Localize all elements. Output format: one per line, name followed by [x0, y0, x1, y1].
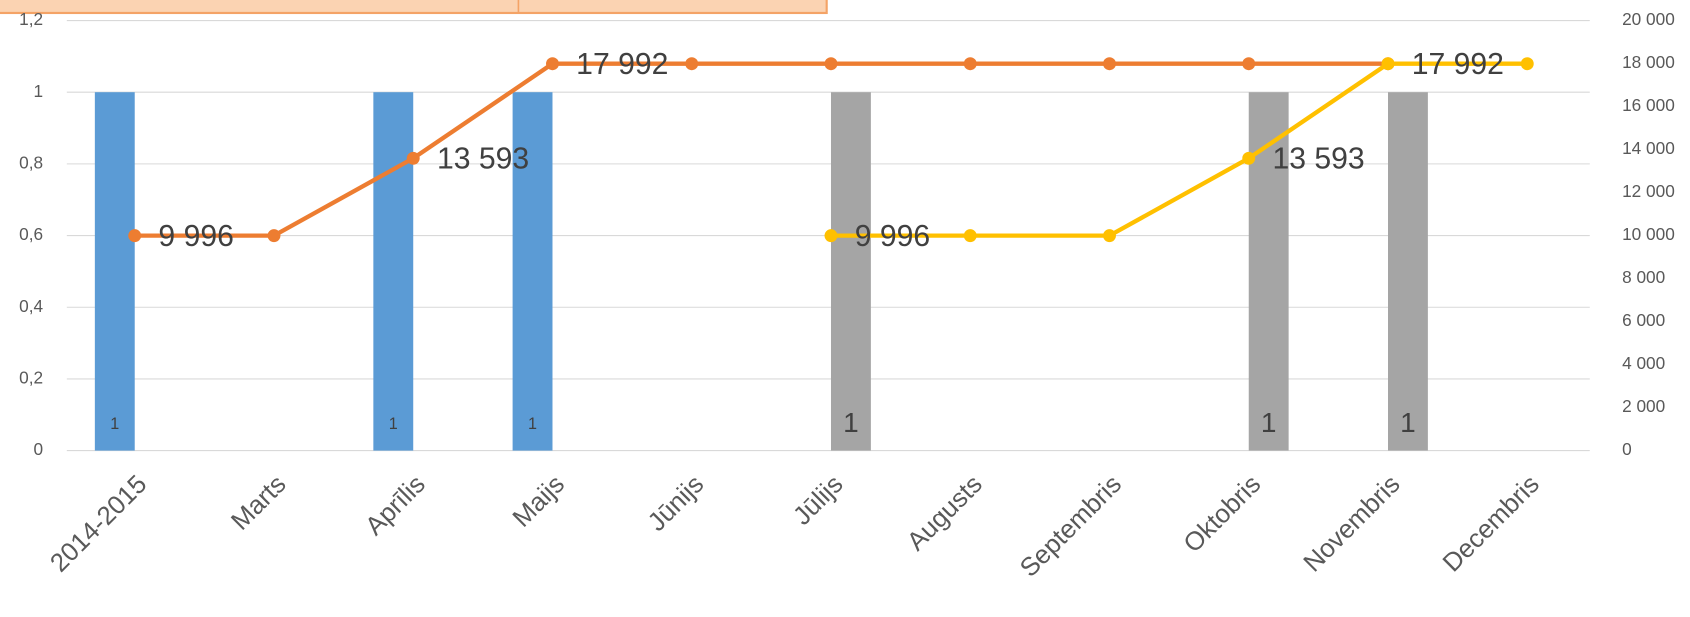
x-tick-label: Novembris	[1299, 470, 1406, 577]
line-point	[406, 151, 420, 165]
y-tick-label: 0	[34, 439, 44, 459]
y-tick-label: 0,4	[19, 296, 43, 316]
bar-label: 1	[110, 415, 119, 433]
line-point	[1103, 57, 1116, 71]
y2-tick-label: 10 000	[1622, 224, 1675, 244]
x-tick-label: Jūlijs	[788, 470, 848, 531]
bar	[512, 92, 553, 451]
y-tick-label: 1	[34, 81, 44, 101]
y-tick-label: 0,6	[19, 224, 43, 244]
bar	[830, 92, 871, 451]
popup-box	[0, 0, 828, 15]
y2-tick-label: 0	[1622, 439, 1632, 459]
line-point	[1520, 57, 1534, 71]
data-label: 13 593	[437, 142, 529, 175]
x-tick-label: Augusts	[902, 470, 988, 556]
y2-tick-label: 8 000	[1622, 267, 1665, 287]
line-point	[963, 57, 977, 71]
line-point	[1103, 229, 1116, 243]
x-tick-label: 2014-2015	[45, 470, 152, 577]
data-label: 17 992	[1412, 48, 1504, 81]
bar	[373, 92, 414, 451]
bar	[94, 92, 135, 451]
line-point	[546, 57, 559, 71]
y2-tick-label: 4 000	[1622, 353, 1665, 373]
y-tick-label: 0,2	[19, 367, 43, 387]
y2-tick-label: 2 000	[1622, 396, 1665, 416]
bar	[1387, 92, 1428, 451]
line-point	[1242, 151, 1256, 165]
x-tick-label: Jūnijs	[643, 470, 710, 537]
x-tick-label: Aprīlis	[360, 470, 431, 541]
line-point	[128, 229, 142, 243]
y2-tick-label: 16 000	[1622, 95, 1675, 115]
line-point	[963, 229, 977, 243]
line-point	[1381, 57, 1395, 71]
data-label: 9 996	[855, 220, 930, 253]
data-label: 17 992	[576, 48, 668, 81]
y-tick-label: 1,2	[19, 9, 43, 29]
x-tick-label: Marts	[226, 470, 292, 536]
x-tick-label: Septembris	[1015, 470, 1127, 583]
data-label: 13 593	[1272, 142, 1364, 175]
line-point	[824, 229, 838, 243]
line-point	[1242, 57, 1256, 71]
line-point	[824, 57, 838, 71]
bar-label: 1	[389, 415, 398, 433]
x-tick-label: Decembris	[1438, 470, 1545, 577]
line	[134, 61, 1388, 238]
y2-tick-label: 18 000	[1622, 52, 1675, 72]
data-label: 9 996	[158, 220, 233, 253]
y2-tick-label: 6 000	[1622, 310, 1665, 330]
bar-label: 1	[1261, 407, 1277, 438]
y2-tick-label: 12 000	[1622, 181, 1675, 201]
y2-tick-label: 14 000	[1622, 138, 1675, 158]
bar-label: 1	[1400, 407, 1416, 438]
bar-label: 1	[843, 407, 859, 438]
x-tick-label: Oktobris	[1179, 470, 1267, 558]
line-point	[685, 57, 699, 71]
line-point	[267, 229, 281, 243]
bar-label: 1	[528, 415, 537, 433]
y2-tick-label: 20 000	[1622, 9, 1675, 29]
line	[830, 61, 1528, 238]
y-tick-label: 0,8	[19, 152, 43, 172]
x-tick-label: Maijs	[508, 470, 570, 533]
